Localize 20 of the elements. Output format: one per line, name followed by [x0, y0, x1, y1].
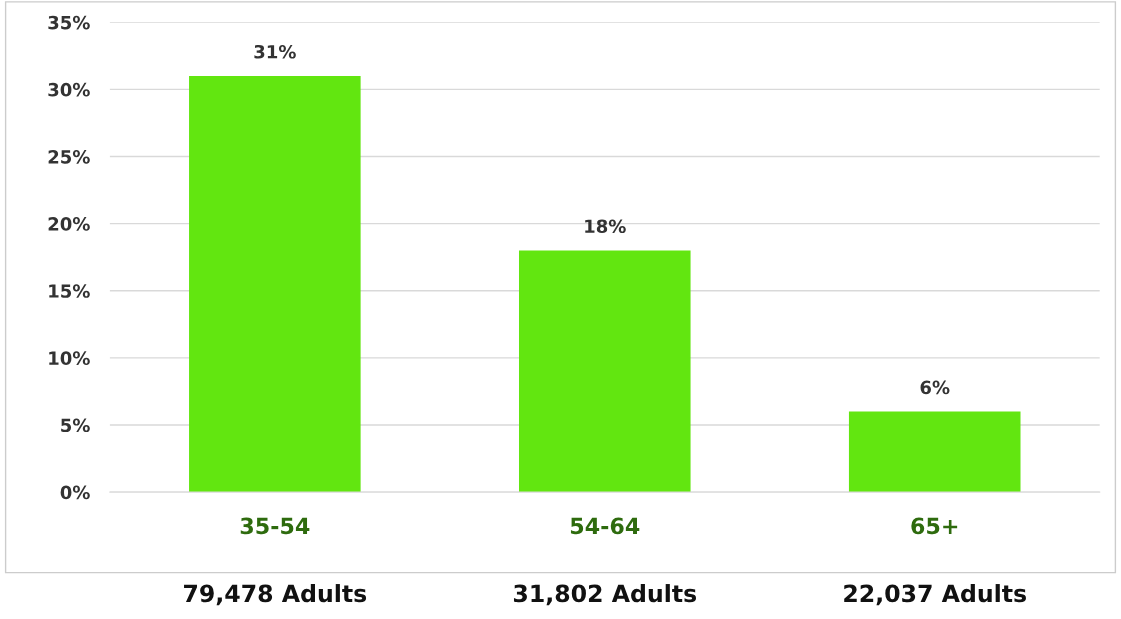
y-tick-label: 0% — [60, 485, 90, 500]
y-tick-label: 35% — [48, 15, 90, 30]
text: 31,802 Adults — [513, 584, 697, 606]
data-label: 31% — [254, 44, 296, 59]
bar — [189, 75, 361, 493]
y-tick-label: 25% — [48, 149, 90, 164]
y-tick-label: 20% — [48, 217, 90, 231]
x-tick-label: 54-64 — [570, 517, 640, 535]
data-label: 18% — [585, 219, 626, 234]
bar — [848, 411, 1021, 493]
y-tick-label: 10% — [49, 351, 90, 365]
x-tick-label: 35-54 — [240, 517, 310, 535]
data-label: 6% — [920, 380, 950, 395]
x-tick-label: 65+ — [911, 517, 958, 535]
y-tick-label: 15% — [49, 284, 90, 298]
text: 22,037 Adults — [844, 584, 1026, 606]
y-tick-label: 30% — [48, 82, 90, 97]
y-tick-label: 5% — [61, 418, 90, 433]
bar — [518, 250, 691, 493]
text: 79,478 Adults — [184, 584, 367, 606]
